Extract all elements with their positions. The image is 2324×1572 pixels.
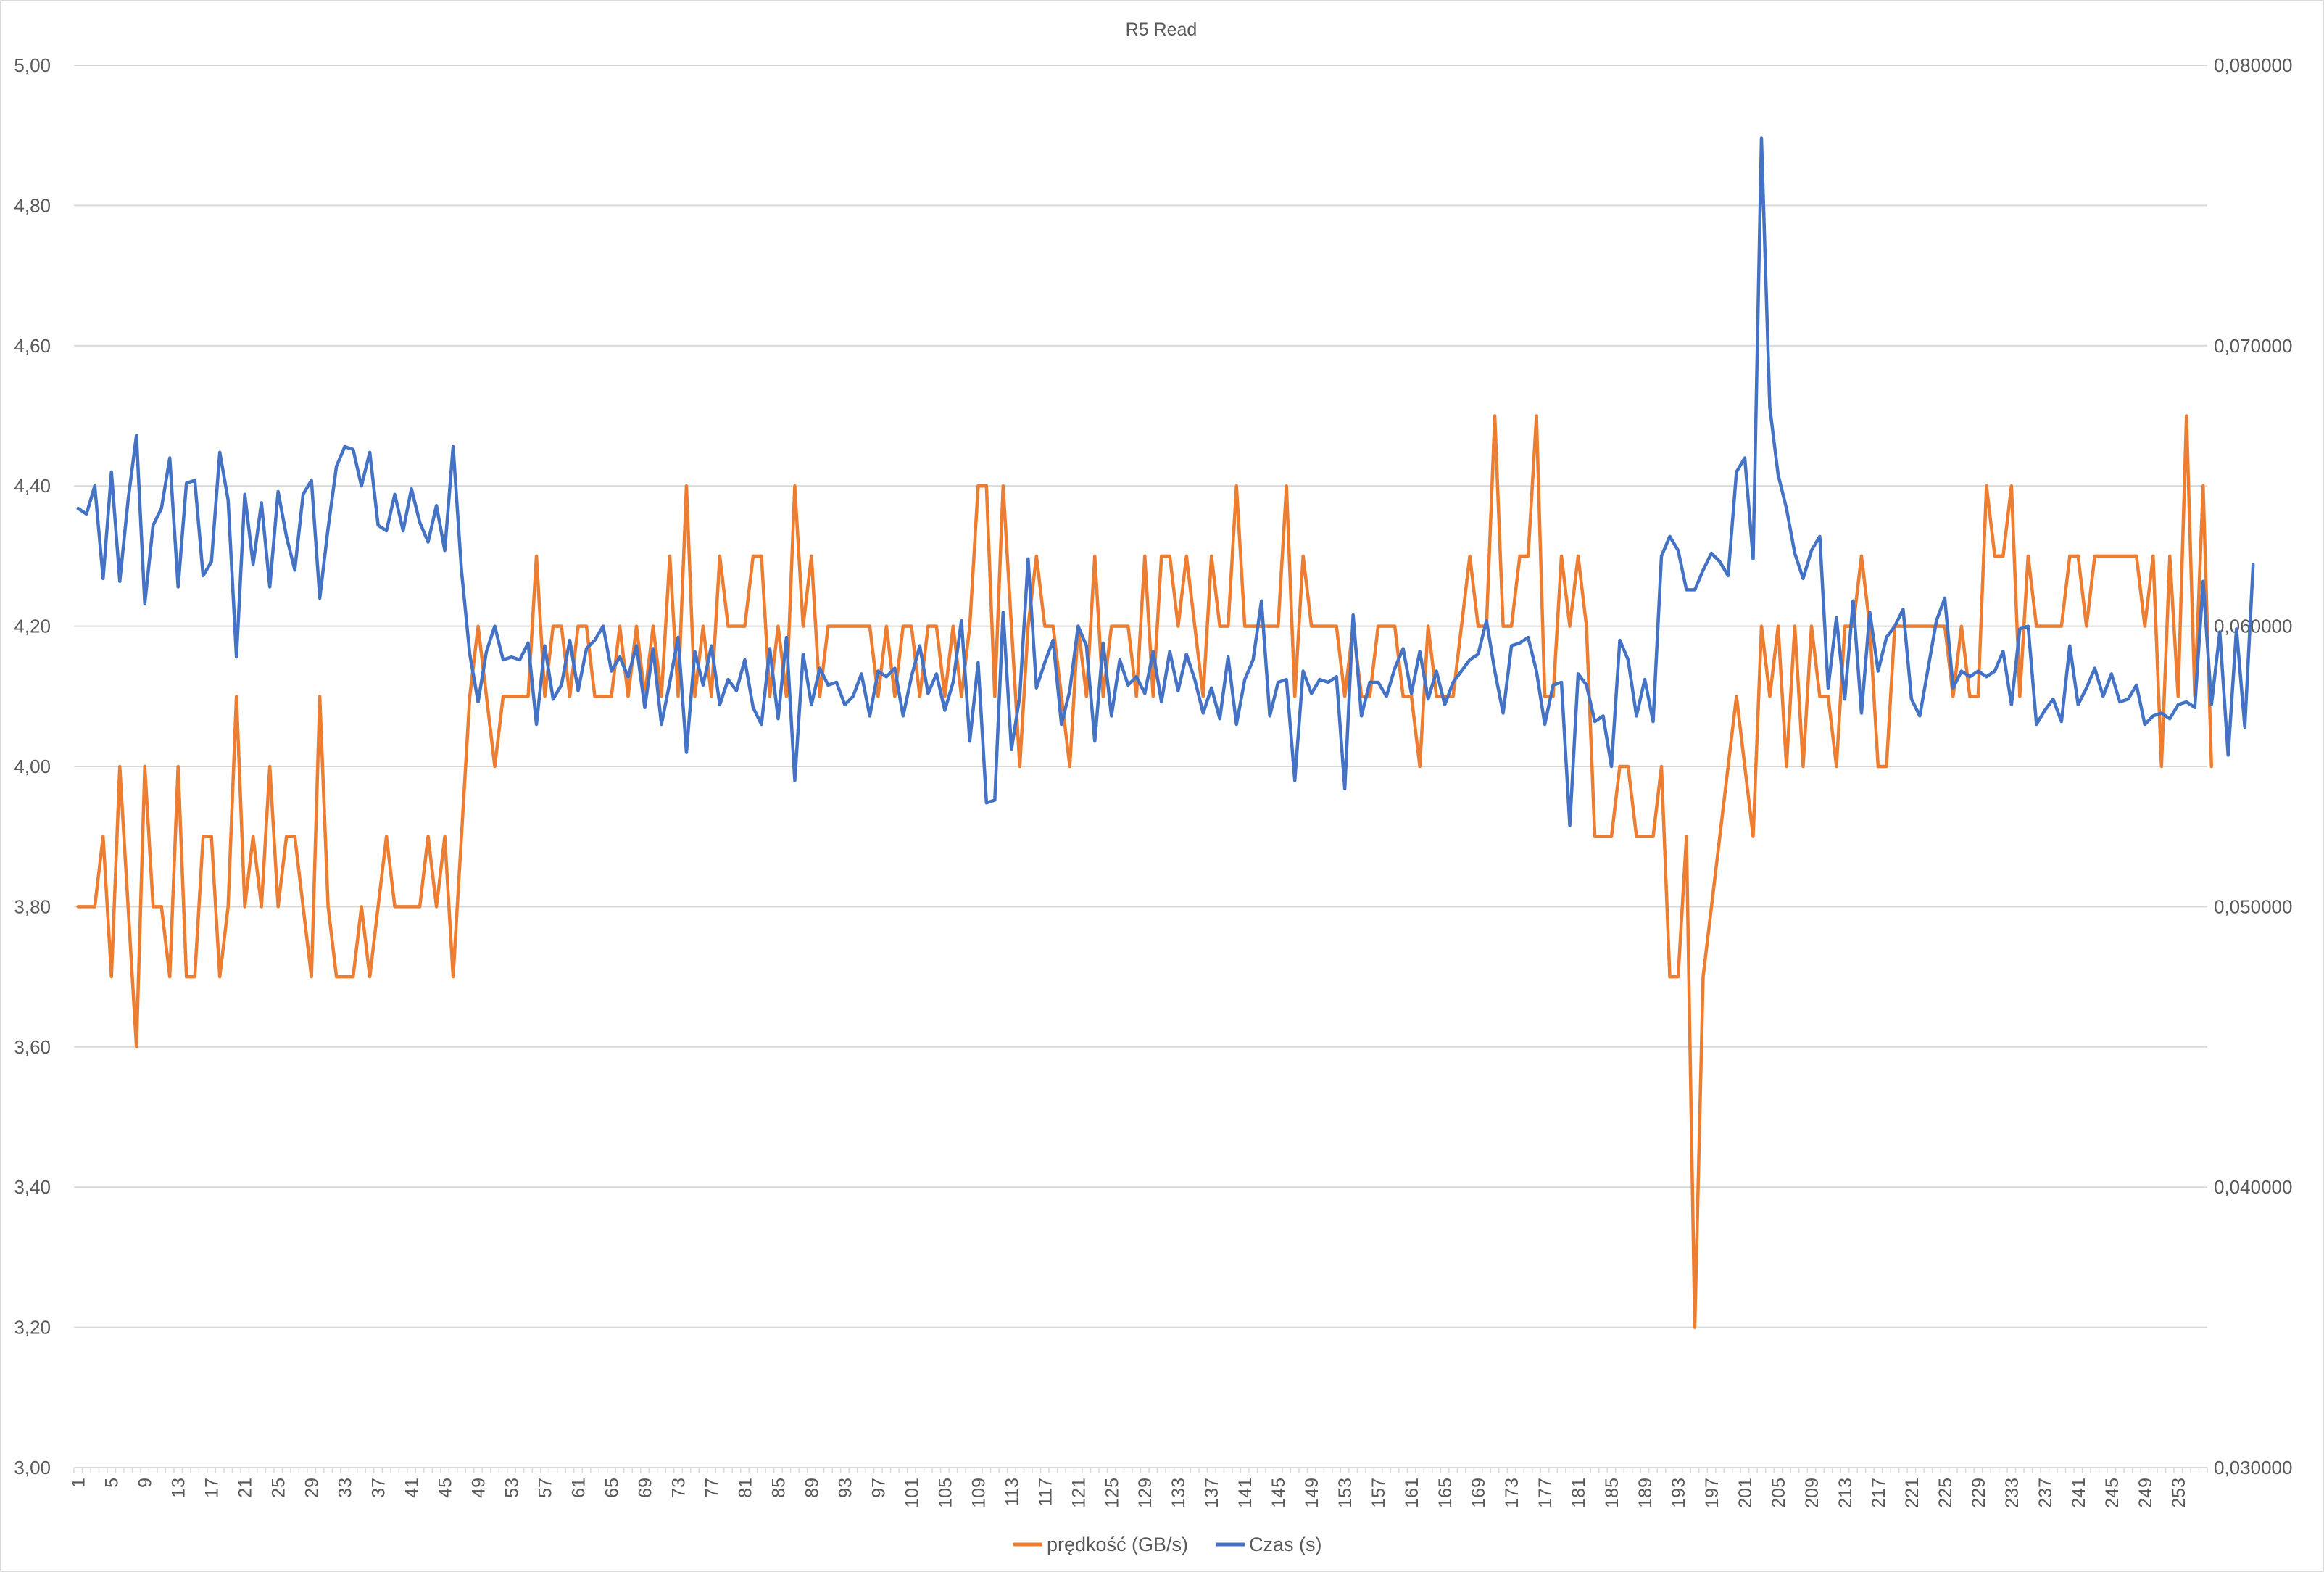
left-tick-label: 4,60 [14,335,51,357]
x-tick-label: 5 [102,1478,123,1488]
left-tick-label: 4,00 [14,756,51,777]
x-tick-label: 113 [1002,1478,1022,1507]
x-tick-label: 125 [1102,1478,1122,1508]
x-tick-label: 117 [1035,1478,1055,1507]
x-tick-label: 145 [1269,1478,1289,1508]
x-tick-label: 249 [2136,1478,2156,1508]
x-tick-label: 97 [868,1478,889,1498]
left-tick-label: 3,80 [14,895,51,917]
x-tick-label: 101 [902,1478,922,1508]
x-tick-label: 1 [69,1478,89,1488]
x-tick-label: 45 [436,1478,456,1498]
left-tick-label: 3,00 [14,1457,51,1478]
x-tick-label: 233 [2002,1478,2022,1508]
x-tick-label: 13 [169,1478,189,1498]
chart-title: R5 Read [1126,20,1198,40]
x-tick-label: 21 [236,1478,256,1498]
x-tick-label: 133 [1169,1478,1189,1508]
x-tick-label: 57 [536,1478,556,1498]
x-tick-label: 73 [668,1478,689,1498]
x-tick-label: 169 [1469,1478,1489,1508]
left-tick-label: 4,40 [14,475,51,497]
x-tick-label: 189 [1635,1478,1656,1508]
x-tick-label: 221 [1902,1478,1922,1508]
x-tick-label: 209 [1802,1478,1822,1508]
x-tick-label: 109 [968,1478,989,1508]
right-axis-ticks: 0,030000 0,040000 0,050000 0,060000 0,070000… [2214,54,2292,1478]
x-tick-label: 205 [1769,1478,1789,1508]
x-tick-label: 49 [469,1478,489,1498]
x-tick-label: 253 [2169,1478,2189,1508]
x-tick-label: 181 [1569,1478,1589,1508]
x-tick-label: 121 [1068,1478,1089,1508]
x-tick-label: 185 [1602,1478,1622,1508]
left-tick-label: 5,00 [14,54,51,76]
x-tick-label: 149 [1302,1478,1322,1508]
x-tick-label: 17 [202,1478,223,1498]
legend-label-2: Czas (s) [1249,1534,1322,1555]
x-tick-label: 153 [1335,1478,1356,1508]
x-tick-label: 157 [1369,1478,1389,1508]
left-tick-label: 3,20 [14,1317,51,1339]
x-tick-label: 81 [735,1478,755,1498]
x-tick-label: 69 [635,1478,655,1498]
x-tick-label: 165 [1435,1478,1456,1508]
x-tick-label: 241 [2069,1478,2089,1508]
x-tick-label: 33 [336,1478,356,1498]
series-layer [76,136,2255,1329]
x-tick-label: 161 [1402,1478,1422,1508]
x-tick-label: 201 [1735,1478,1756,1508]
x-tick-label: 53 [502,1478,523,1498]
x-tick-label: 129 [1135,1478,1155,1508]
x-tick-label: 93 [835,1478,855,1498]
x-tick-label: 217 [1869,1478,1889,1508]
x-tick-label: 9 [136,1478,156,1488]
x-tick-label: 197 [1702,1478,1722,1508]
legend: prędkość (GB/s) Czas (s) [1013,1534,1322,1555]
series-line-1 [76,414,2213,1329]
x-tick-label: 141 [1235,1478,1256,1508]
right-tick-label: 0,080000 [2214,54,2292,76]
right-tick-label: 0,050000 [2214,895,2292,917]
x-tick-label: 37 [369,1478,389,1498]
x-tick-label: 25 [269,1478,289,1498]
right-tick-label: 0,040000 [2214,1176,2292,1198]
x-tick-label: 77 [702,1478,722,1498]
x-tick-label: 65 [602,1478,622,1498]
x-tick-label: 61 [569,1478,589,1498]
right-tick-label: 0,070000 [2214,335,2292,357]
x-tick-label: 85 [768,1478,789,1498]
x-tick-label: 173 [1502,1478,1522,1508]
x-tick-label: 229 [1969,1478,1989,1508]
right-tick-label: 0,060000 [2214,616,2292,637]
x-tick-label: 137 [1202,1478,1222,1508]
left-tick-label: 3,60 [14,1036,51,1058]
x-tick-label: 89 [802,1478,822,1498]
x-tick-label: 245 [2102,1478,2122,1508]
left-tick-label: 4,20 [14,616,51,637]
x-tick-label: 213 [1835,1478,1856,1508]
x-tick-label: 105 [935,1478,955,1508]
series-line-2 [76,136,2255,827]
right-tick-label: 0,030000 [2214,1457,2292,1478]
x-tick-label: 41 [402,1478,423,1498]
x-tick-label: 225 [1935,1478,1956,1508]
gridlines [74,65,2207,1468]
left-axis-ticks: 3,00 3,20 3,40 3,60 3,80 4,00 4,20 4,40 4,60 4,80… [14,54,51,1478]
x-tick-label: 29 [302,1478,323,1498]
x-tick-label: 177 [1535,1478,1556,1508]
x-axis: 1 5 9 13 17 21 25 29 33 37 41 45 49 53 57 61 65 69 73 77 81 8… [69,1467,2208,1508]
x-tick-label: 237 [2035,1478,2056,1508]
left-tick-label: 3,40 [14,1176,51,1198]
x-tick-label: 193 [1669,1478,1689,1508]
left-tick-label: 4,80 [14,194,51,216]
legend-label-1: prędkość (GB/s) [1047,1534,1188,1555]
